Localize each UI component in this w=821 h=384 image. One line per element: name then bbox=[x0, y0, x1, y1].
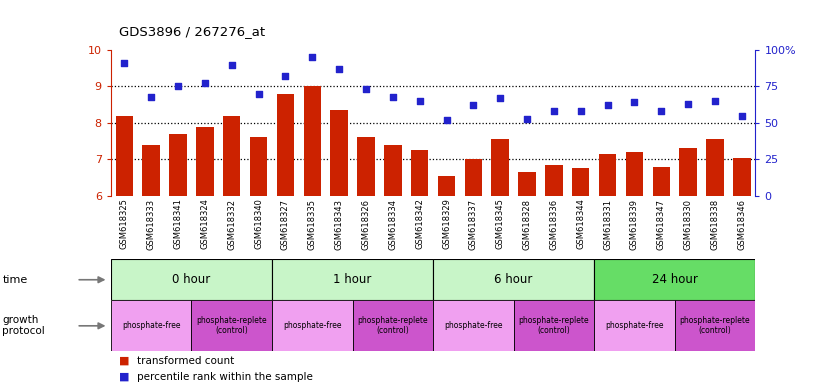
Point bbox=[144, 94, 158, 100]
Text: time: time bbox=[2, 275, 28, 285]
Text: growth
protocol: growth protocol bbox=[2, 315, 45, 336]
Bar bbox=[626, 152, 643, 196]
Point bbox=[736, 113, 749, 119]
Point bbox=[172, 83, 185, 89]
Point bbox=[467, 102, 480, 108]
Point bbox=[493, 95, 507, 101]
Text: ■: ■ bbox=[119, 372, 133, 382]
Bar bbox=[223, 116, 241, 196]
Point bbox=[333, 66, 346, 72]
Bar bbox=[594, 259, 755, 300]
Bar bbox=[599, 154, 617, 196]
Point bbox=[386, 94, 399, 100]
Bar bbox=[433, 300, 514, 351]
Text: GDS3896 / 267276_at: GDS3896 / 267276_at bbox=[119, 25, 265, 38]
Text: 6 hour: 6 hour bbox=[494, 273, 533, 286]
Point bbox=[279, 73, 292, 79]
Bar bbox=[733, 157, 750, 196]
Bar bbox=[272, 300, 352, 351]
Bar bbox=[438, 176, 455, 196]
Text: phosphate-replete
(control): phosphate-replete (control) bbox=[357, 316, 428, 335]
Text: phosphate-free: phosphate-free bbox=[122, 321, 181, 330]
Point bbox=[601, 102, 614, 108]
Text: phosphate-replete
(control): phosphate-replete (control) bbox=[519, 316, 589, 335]
Point bbox=[198, 80, 211, 86]
Bar bbox=[384, 145, 401, 196]
Bar bbox=[514, 300, 594, 351]
Point bbox=[252, 91, 265, 97]
Bar bbox=[706, 139, 724, 196]
Point bbox=[413, 98, 426, 104]
Point bbox=[681, 101, 695, 107]
Point bbox=[360, 86, 373, 93]
Point bbox=[117, 60, 131, 66]
Bar bbox=[111, 300, 191, 351]
Bar bbox=[142, 145, 160, 196]
Bar bbox=[680, 149, 697, 196]
Point bbox=[305, 54, 319, 60]
Bar bbox=[518, 172, 536, 196]
Text: 24 hour: 24 hour bbox=[652, 273, 698, 286]
Point bbox=[709, 98, 722, 104]
Bar bbox=[594, 300, 675, 351]
Text: phosphate-free: phosphate-free bbox=[283, 321, 342, 330]
Point bbox=[574, 108, 587, 114]
Text: percentile rank within the sample: percentile rank within the sample bbox=[137, 372, 313, 382]
Text: phosphate-free: phosphate-free bbox=[444, 321, 502, 330]
Text: phosphate-replete
(control): phosphate-replete (control) bbox=[196, 316, 267, 335]
Bar bbox=[250, 137, 268, 196]
Bar bbox=[304, 86, 321, 196]
Bar bbox=[196, 127, 213, 196]
Bar bbox=[545, 165, 562, 196]
Point bbox=[628, 99, 641, 106]
Bar bbox=[572, 169, 589, 196]
Point bbox=[440, 117, 453, 123]
Text: phosphate-replete
(control): phosphate-replete (control) bbox=[680, 316, 750, 335]
Bar bbox=[492, 139, 509, 196]
Bar bbox=[277, 94, 294, 196]
Bar bbox=[191, 300, 272, 351]
Text: 0 hour: 0 hour bbox=[172, 273, 210, 286]
Bar bbox=[116, 116, 133, 196]
Text: 1 hour: 1 hour bbox=[333, 273, 372, 286]
Bar bbox=[675, 300, 755, 351]
Bar bbox=[169, 134, 186, 196]
Point bbox=[225, 61, 238, 68]
Point bbox=[655, 108, 668, 114]
Bar bbox=[411, 150, 429, 196]
Point bbox=[521, 116, 534, 122]
Bar bbox=[433, 259, 594, 300]
Bar bbox=[352, 300, 433, 351]
Text: ■: ■ bbox=[119, 356, 133, 366]
Text: transformed count: transformed count bbox=[137, 356, 234, 366]
Bar bbox=[465, 159, 482, 196]
Bar bbox=[330, 110, 348, 196]
Bar bbox=[111, 259, 272, 300]
Bar bbox=[653, 167, 670, 196]
Bar bbox=[357, 137, 374, 196]
Point bbox=[548, 108, 561, 114]
Bar bbox=[272, 259, 433, 300]
Text: phosphate-free: phosphate-free bbox=[605, 321, 663, 330]
